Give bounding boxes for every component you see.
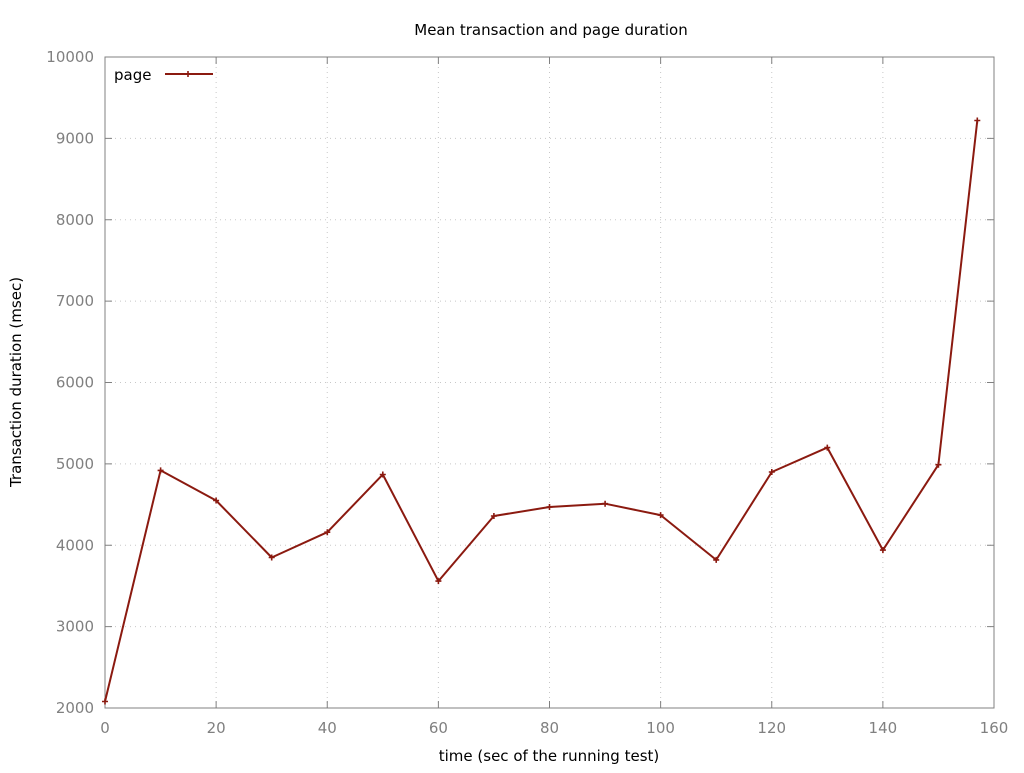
data-point-marker	[213, 497, 220, 504]
y-tick-label: 2000	[56, 699, 94, 717]
grid-layer	[105, 57, 994, 708]
x-tick-label: 20	[207, 719, 226, 737]
data-point-marker	[824, 444, 831, 451]
data-point-marker	[602, 500, 609, 507]
x-tick-label: 0	[100, 719, 110, 737]
y-tick-label: 3000	[56, 618, 94, 636]
y-tick-label: 5000	[56, 455, 94, 473]
x-tick-label: 40	[318, 719, 337, 737]
y-axis-title: Transaction duration (msec)	[7, 277, 25, 488]
x-tick-label: 100	[646, 719, 675, 737]
series-layer	[102, 117, 981, 705]
data-point-marker	[102, 698, 108, 705]
y-tick-label: 10000	[46, 48, 94, 66]
y-tick-label: 4000	[56, 536, 94, 554]
data-point-marker	[974, 117, 981, 124]
legend-label-page: page	[114, 66, 151, 84]
data-point-marker	[157, 467, 164, 474]
legend-marker-page	[185, 71, 191, 77]
data-point-marker	[657, 512, 664, 519]
data-point-marker	[490, 513, 497, 519]
x-tick-label: 160	[980, 719, 1009, 737]
data-point-marker	[768, 469, 775, 475]
data-point-marker	[935, 461, 942, 468]
x-axis-title: time (sec of the running test)	[439, 747, 660, 765]
series-line-page	[104, 120, 979, 702]
tick-layer: 2000 3000 4000 5000 6000 7000 8000 9000 10000 0 20…	[46, 48, 1008, 737]
y-tick-label: 7000	[56, 292, 94, 310]
y-tick-label: 8000	[56, 211, 94, 229]
y-tick-label: 9000	[56, 129, 94, 147]
data-point-marker	[879, 547, 886, 554]
data-point-marker	[713, 556, 720, 563]
data-point-marker	[268, 554, 275, 561]
data-point-marker	[435, 578, 442, 585]
x-tick-label: 120	[757, 719, 786, 737]
legend: page	[114, 66, 213, 84]
data-point-marker	[324, 529, 331, 536]
data-point-marker	[546, 504, 553, 510]
x-tick-label: 80	[540, 719, 559, 737]
data-point-marker	[379, 471, 386, 478]
y-tick-label: 6000	[56, 374, 94, 392]
x-tick-label: 140	[869, 719, 898, 737]
chart-title: Mean transaction and page duration	[414, 21, 687, 39]
x-tick-label: 60	[429, 719, 448, 737]
